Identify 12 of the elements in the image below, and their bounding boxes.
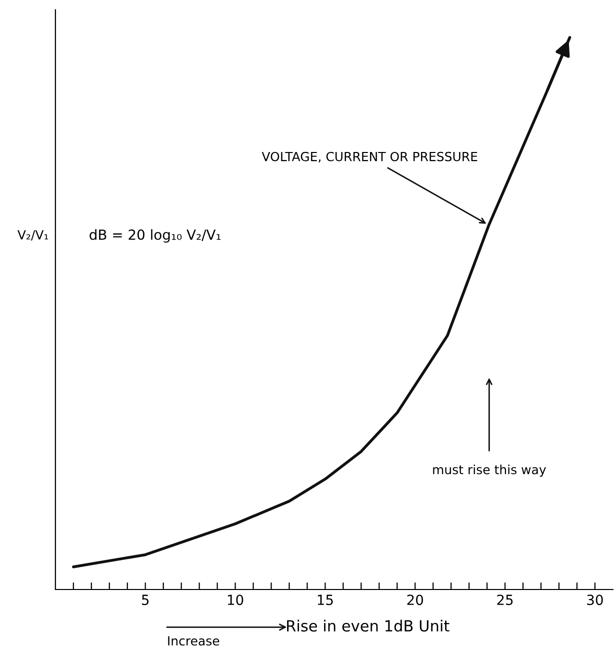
annotation: dB = 20 log₁₀ V₂/V₁: [90, 229, 221, 243]
x-tick-label: 20: [407, 594, 424, 606]
x-tick-label: 15: [318, 594, 333, 606]
annotation: VOLTAGE, CURRENT OR PRESSURE: [262, 152, 478, 163]
x-axis-title: Rise in even 1dB Unit: [287, 620, 450, 632]
x-tick-label: 30: [587, 594, 603, 606]
x-tick-label: 10: [228, 594, 244, 606]
text: Increase: [168, 636, 220, 646]
y-axis-title: V₂/V₁: [18, 230, 48, 241]
x-tick-label: 25: [497, 594, 513, 606]
annotation: must rise this way: [433, 464, 546, 477]
x-tick-label: 5: [142, 594, 149, 606]
